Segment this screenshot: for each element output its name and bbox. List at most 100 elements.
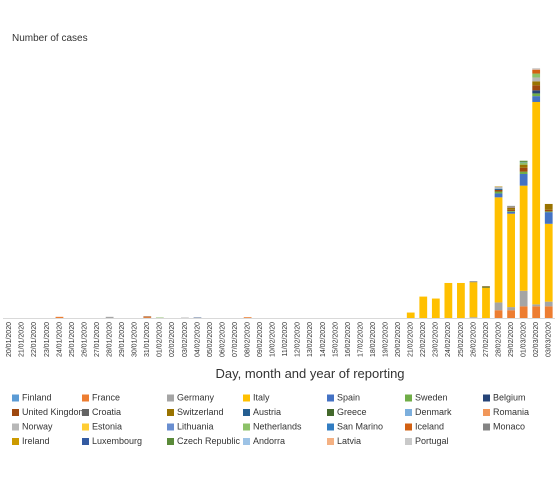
bar-segment [482,286,490,288]
bar-segment [494,186,503,189]
bar-segment [469,317,478,318]
bar-segment [507,210,515,212]
legend-label: Netherlands [253,421,302,431]
legend-swatch [82,394,89,402]
x-tick-label: 26/01/2020 [81,322,88,357]
legend-swatch [243,438,250,445]
x-tick-label: 31/01/2020 [144,322,151,357]
legend-label: Austria [253,407,281,417]
bar-segment [482,287,490,318]
legend-label: Italy [253,392,270,402]
x-axis-label: Day, month and year of reporting [215,366,404,381]
legend-label: Latvia [337,436,361,446]
x-tick-label: 19/02/2020 [382,322,389,357]
x-tick-label: 30/01/2020 [132,322,139,357]
legend-swatch [405,423,412,431]
legend-label: Spain [337,392,360,402]
legend-swatch [327,409,334,416]
legend-swatch [405,394,412,402]
x-tick-label: 23/02/2020 [433,322,440,357]
legend-label: Greece [337,407,367,417]
bar-segment [494,310,503,318]
legend-swatch [12,438,19,445]
bar-segment [519,171,528,174]
x-tick-label: 09/02/2020 [257,322,264,357]
bar-segment [457,282,465,318]
legend-label: France [92,392,120,402]
x-tick-label: 11/02/2020 [282,322,289,357]
legend-label: Monaco [493,421,525,431]
legend-swatch [243,423,250,431]
legend-label: Iceland [415,421,444,431]
bar-segment [419,296,428,318]
x-tick-label: 22/02/2020 [420,322,427,357]
x-tick-label: 12/02/2020 [295,322,302,357]
x-tick-label: 28/02/2020 [495,322,502,357]
legend-label: Ireland [22,436,50,446]
bar-segment [532,68,541,69]
bar-segment [544,306,553,318]
bar-segment [544,209,553,212]
legend-swatch [327,438,334,445]
x-tick-label: 27/02/2020 [483,322,490,357]
bar-segment [431,298,440,318]
bar-segment [507,207,515,210]
bar-segment [494,197,503,303]
bar-segment [532,77,541,82]
bar-segment [532,93,541,97]
x-tick-label: 10/02/2020 [270,322,277,357]
legend-label: Czech Republic [177,436,241,446]
bar-segment [532,90,541,94]
bar-segment [55,316,64,318]
bar-segment [469,281,478,283]
legend-label: Finland [22,392,52,402]
x-tick-label: 02/03/2020 [533,322,540,357]
x-tick-label: 25/02/2020 [458,322,465,357]
x-tick-label: 27/01/2020 [94,322,101,357]
bar-segment [519,164,528,168]
x-tick-label: 22/01/2020 [31,322,38,357]
bar-segment [406,312,415,318]
legend-label: Germany [177,392,215,402]
bar-segment [532,73,541,78]
legend-label: Switzerland [177,407,224,417]
legend-label: Norway [22,421,53,431]
x-tick-label: 03/03/2020 [546,322,553,357]
x-tick-label: 05/02/2020 [207,322,214,357]
x-tick-label: 20/01/2020 [6,322,13,357]
legend-swatch [12,394,19,402]
legend-swatch [327,394,334,402]
legend-label: Andorra [253,436,285,446]
legend-label: Denmark [415,407,452,417]
x-tick-label: 06/02/2020 [219,322,226,357]
legend-swatch [243,409,250,416]
legend-label: Romania [493,407,529,417]
legend-label: Croatia [92,407,121,417]
x-tick-label: 25/01/2020 [69,322,76,357]
bar-segment [544,203,553,210]
bar-segment [519,160,528,162]
bar-segment [105,316,114,318]
bar-segment [444,282,453,318]
bar-segment [507,307,515,311]
legend-swatch [483,423,490,431]
bar-segment [494,189,503,192]
bar-segment [143,316,152,318]
legend-label: Belgium [493,392,526,402]
legend-swatch [167,394,174,402]
bar-segment [544,301,553,307]
bar-segment [544,212,553,224]
legend-label: Sweden [415,392,448,402]
bar-segment [143,317,152,318]
x-tick-label: 20/02/2020 [395,322,402,357]
legend-label: Portugal [415,436,449,446]
bar-segment [519,173,528,186]
x-tick-label: 02/02/2020 [169,322,176,357]
x-tick-label: 08/02/2020 [244,322,251,357]
x-tick-label: 21/01/2020 [19,322,26,357]
bar-segment [507,209,515,211]
legend-swatch [483,394,490,402]
bar-segment [519,306,528,318]
legend-swatch [483,409,490,416]
